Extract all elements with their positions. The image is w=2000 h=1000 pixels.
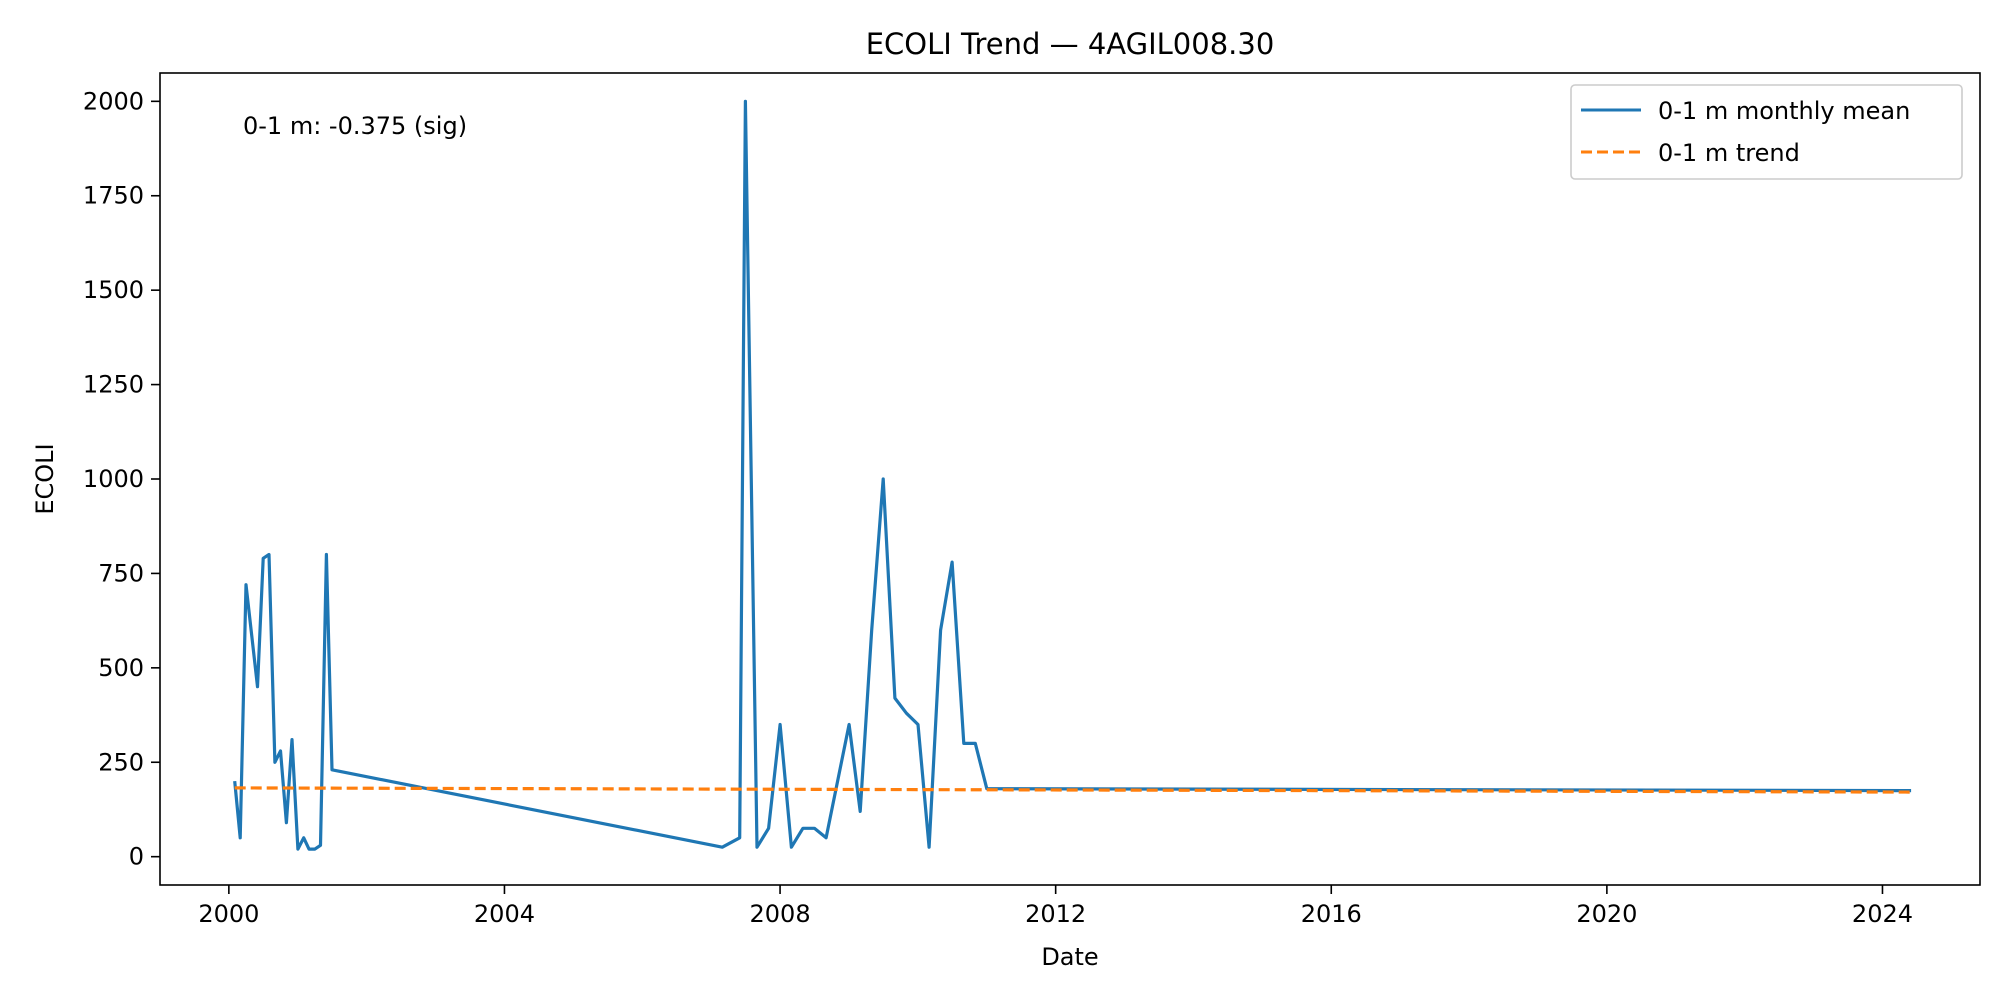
legend-label-monthly-mean: 0-1 m monthly mean [1658,97,1910,125]
y-tick-label: 250 [98,748,144,776]
series-monthly-mean [233,99,1912,851]
legend-box [1570,84,1963,180]
x-tick-label: 2000 [198,900,259,928]
x-tick-label: 2012 [1025,900,1086,928]
y-tick-label: 0 [129,843,144,871]
x-tick-label: 2008 [750,900,811,928]
y-tick-label: 2000 [83,87,144,115]
y-tick-label: 1500 [83,276,144,304]
x-tick-label: 2016 [1301,900,1362,928]
y-axis-label: ECOLI [31,443,59,514]
x-axis-label: Date [1041,943,1098,971]
chart-title: ECOLI Trend — 4AGIL008.30 [866,27,1275,61]
y-tick-label: 1000 [83,465,144,493]
y-tick-label: 500 [98,654,144,682]
plot-frame [159,72,1981,886]
trend-annotation: 0-1 m: -0.375 (sig) [243,112,467,140]
legend: 0-1 m monthly mean 0-1 m trend [1570,84,1963,180]
legend-label-trend: 0-1 m trend [1658,139,1800,167]
x-tick-label: 2024 [1852,900,1913,928]
series-trend [234,786,1912,794]
x-tick-label: 2004 [474,900,535,928]
y-tick-label: 750 [98,559,144,587]
y-tick-label: 1250 [83,371,144,399]
x-tick-label: 2020 [1576,900,1637,928]
y-tick-label: 1750 [83,182,144,210]
plot-area: 2000 2004 2008 2012 2016 2020 2024 0 250 500 750 10… [83,87,1913,928]
